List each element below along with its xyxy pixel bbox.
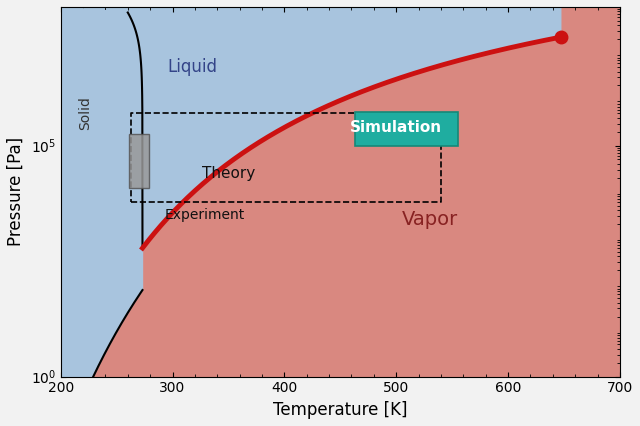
Text: Simulation: Simulation [350,120,442,135]
Polygon shape [61,7,561,248]
Y-axis label: Pressure [Pa]: Pressure [Pa] [7,137,25,246]
Text: Theory: Theory [202,166,255,181]
Bar [355,112,458,146]
Text: Liquid: Liquid [167,58,217,76]
Text: Experiment: Experiment [164,208,245,222]
Polygon shape [61,7,143,426]
Text: Vapor: Vapor [402,210,458,229]
Text: Solid: Solid [78,96,92,130]
X-axis label: Temperature [K]: Temperature [K] [273,401,408,419]
Bar [129,134,149,188]
